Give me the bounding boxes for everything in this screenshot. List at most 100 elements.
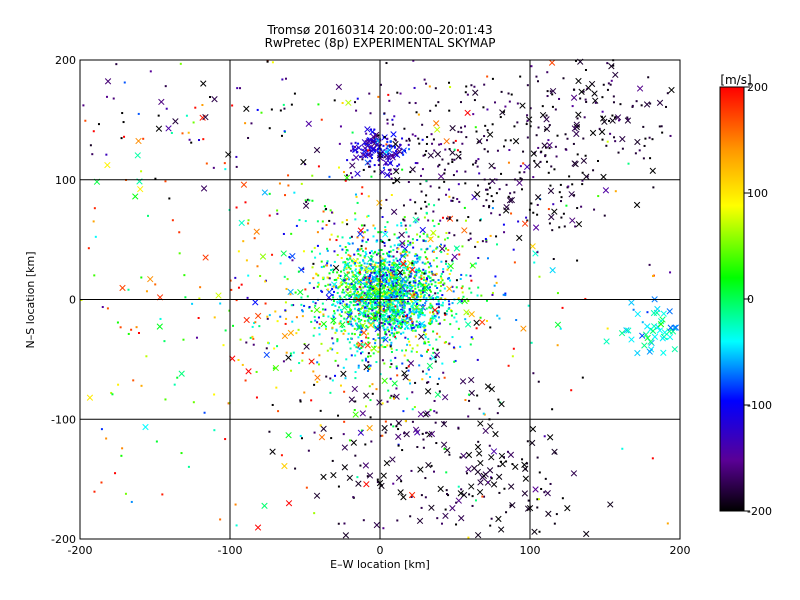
data-point-1059 bbox=[369, 269, 372, 272]
data-point-1229 bbox=[425, 282, 428, 285]
data-point-2302 bbox=[378, 147, 381, 150]
data-point-cross-2573 bbox=[535, 194, 542, 201]
data-point-348 bbox=[423, 330, 426, 333]
data-point-2013 bbox=[502, 293, 505, 296]
data-point-68 bbox=[368, 288, 371, 291]
data-point-3042 bbox=[521, 458, 524, 461]
data-point-2367 bbox=[483, 135, 486, 138]
data-point-2978 bbox=[459, 456, 462, 459]
data-point-1243 bbox=[347, 242, 350, 245]
data-point-3216 bbox=[106, 307, 109, 310]
data-point-607 bbox=[340, 284, 343, 287]
data-point-218 bbox=[414, 253, 417, 256]
data-point-3428 bbox=[318, 326, 321, 329]
data-point-594 bbox=[391, 301, 394, 304]
data-point-148 bbox=[467, 299, 470, 302]
colorbar-tick-label: 0 bbox=[747, 293, 754, 306]
data-point-cross-3077 bbox=[474, 443, 482, 451]
data-point-2118 bbox=[334, 304, 337, 307]
data-point-1014 bbox=[392, 277, 395, 280]
data-point-397 bbox=[392, 311, 395, 314]
data-point-1713 bbox=[435, 247, 438, 250]
data-point-3445 bbox=[178, 252, 181, 255]
data-point-640 bbox=[442, 283, 445, 286]
data-point-1490 bbox=[367, 332, 370, 335]
data-point-cross-3078 bbox=[477, 459, 484, 467]
data-point-684 bbox=[369, 292, 372, 295]
data-point-1254 bbox=[394, 299, 397, 302]
data-point-320 bbox=[360, 319, 363, 322]
data-point-3462 bbox=[474, 126, 477, 129]
data-point-3470 bbox=[120, 454, 123, 457]
data-point-1671 bbox=[408, 379, 411, 382]
data-point-959 bbox=[344, 286, 347, 289]
data-point-1843 bbox=[412, 326, 415, 329]
data-point-2114 bbox=[195, 336, 198, 339]
data-point-1474 bbox=[409, 241, 412, 244]
data-point-1994 bbox=[301, 315, 304, 318]
data-point-1249 bbox=[414, 287, 417, 290]
data-point-cross-2969 bbox=[373, 521, 380, 529]
data-point-3171 bbox=[312, 370, 315, 373]
data-point-1936 bbox=[331, 326, 334, 329]
data-point-2166 bbox=[403, 320, 406, 323]
data-point-2350 bbox=[389, 140, 392, 143]
data-point-3150 bbox=[322, 210, 325, 213]
data-point-1640 bbox=[458, 253, 461, 256]
data-point-1383 bbox=[336, 271, 339, 274]
data-point-24 bbox=[333, 312, 336, 315]
data-point-3413 bbox=[356, 350, 359, 353]
data-point-3031 bbox=[500, 460, 503, 463]
data-point-1656 bbox=[336, 253, 339, 256]
data-point-1801 bbox=[443, 282, 446, 285]
data-point-984 bbox=[418, 313, 421, 316]
data-point-2823 bbox=[573, 194, 576, 197]
data-point-3397 bbox=[241, 363, 244, 366]
data-point-cross-1906 bbox=[399, 240, 406, 247]
data-point-2476 bbox=[576, 117, 579, 120]
data-point-1285 bbox=[362, 278, 365, 281]
data-point-2285 bbox=[393, 145, 396, 148]
data-point-1816 bbox=[316, 220, 319, 223]
data-point-214 bbox=[344, 246, 347, 249]
data-point-2827 bbox=[617, 151, 620, 154]
data-point-3479 bbox=[512, 248, 515, 251]
data-point-3543 bbox=[190, 141, 193, 144]
data-point-1842 bbox=[349, 257, 352, 260]
data-point-2414 bbox=[612, 95, 615, 98]
data-point-1663 bbox=[421, 312, 424, 315]
data-point-2311 bbox=[386, 140, 389, 143]
data-point-719 bbox=[396, 318, 399, 321]
data-point-3182 bbox=[413, 293, 416, 296]
colorbar-label: [m/s] bbox=[720, 73, 751, 87]
data-point-3173 bbox=[100, 481, 103, 484]
data-point-1472 bbox=[387, 297, 390, 300]
data-point-3422 bbox=[381, 345, 384, 348]
data-point-1939 bbox=[301, 310, 304, 313]
data-point-cross-2865 bbox=[285, 354, 292, 361]
data-point-2499 bbox=[583, 116, 586, 119]
data-point-918 bbox=[415, 274, 418, 277]
data-point-545 bbox=[401, 292, 404, 295]
data-point-487 bbox=[394, 296, 397, 299]
data-point-1431 bbox=[388, 308, 391, 311]
data-point-3326 bbox=[140, 384, 143, 387]
data-point-1340 bbox=[396, 224, 399, 227]
data-point-3477 bbox=[409, 224, 412, 227]
data-point-3196 bbox=[507, 161, 510, 164]
data-point-3489 bbox=[377, 252, 380, 255]
data-point-1915 bbox=[439, 281, 442, 284]
data-point-1198 bbox=[403, 266, 406, 269]
data-point-1618 bbox=[408, 289, 411, 292]
data-point-1138 bbox=[377, 295, 380, 298]
data-point-676 bbox=[352, 287, 355, 290]
data-point-165 bbox=[381, 302, 384, 305]
data-point-2839 bbox=[421, 370, 424, 373]
data-point-3020 bbox=[299, 400, 302, 403]
data-point-930 bbox=[401, 280, 404, 283]
data-point-1650 bbox=[308, 305, 311, 308]
data-point-1451 bbox=[390, 267, 393, 270]
data-point-2012 bbox=[386, 295, 389, 298]
data-point-1284 bbox=[376, 311, 379, 314]
data-point-cross-3473 bbox=[357, 230, 364, 238]
